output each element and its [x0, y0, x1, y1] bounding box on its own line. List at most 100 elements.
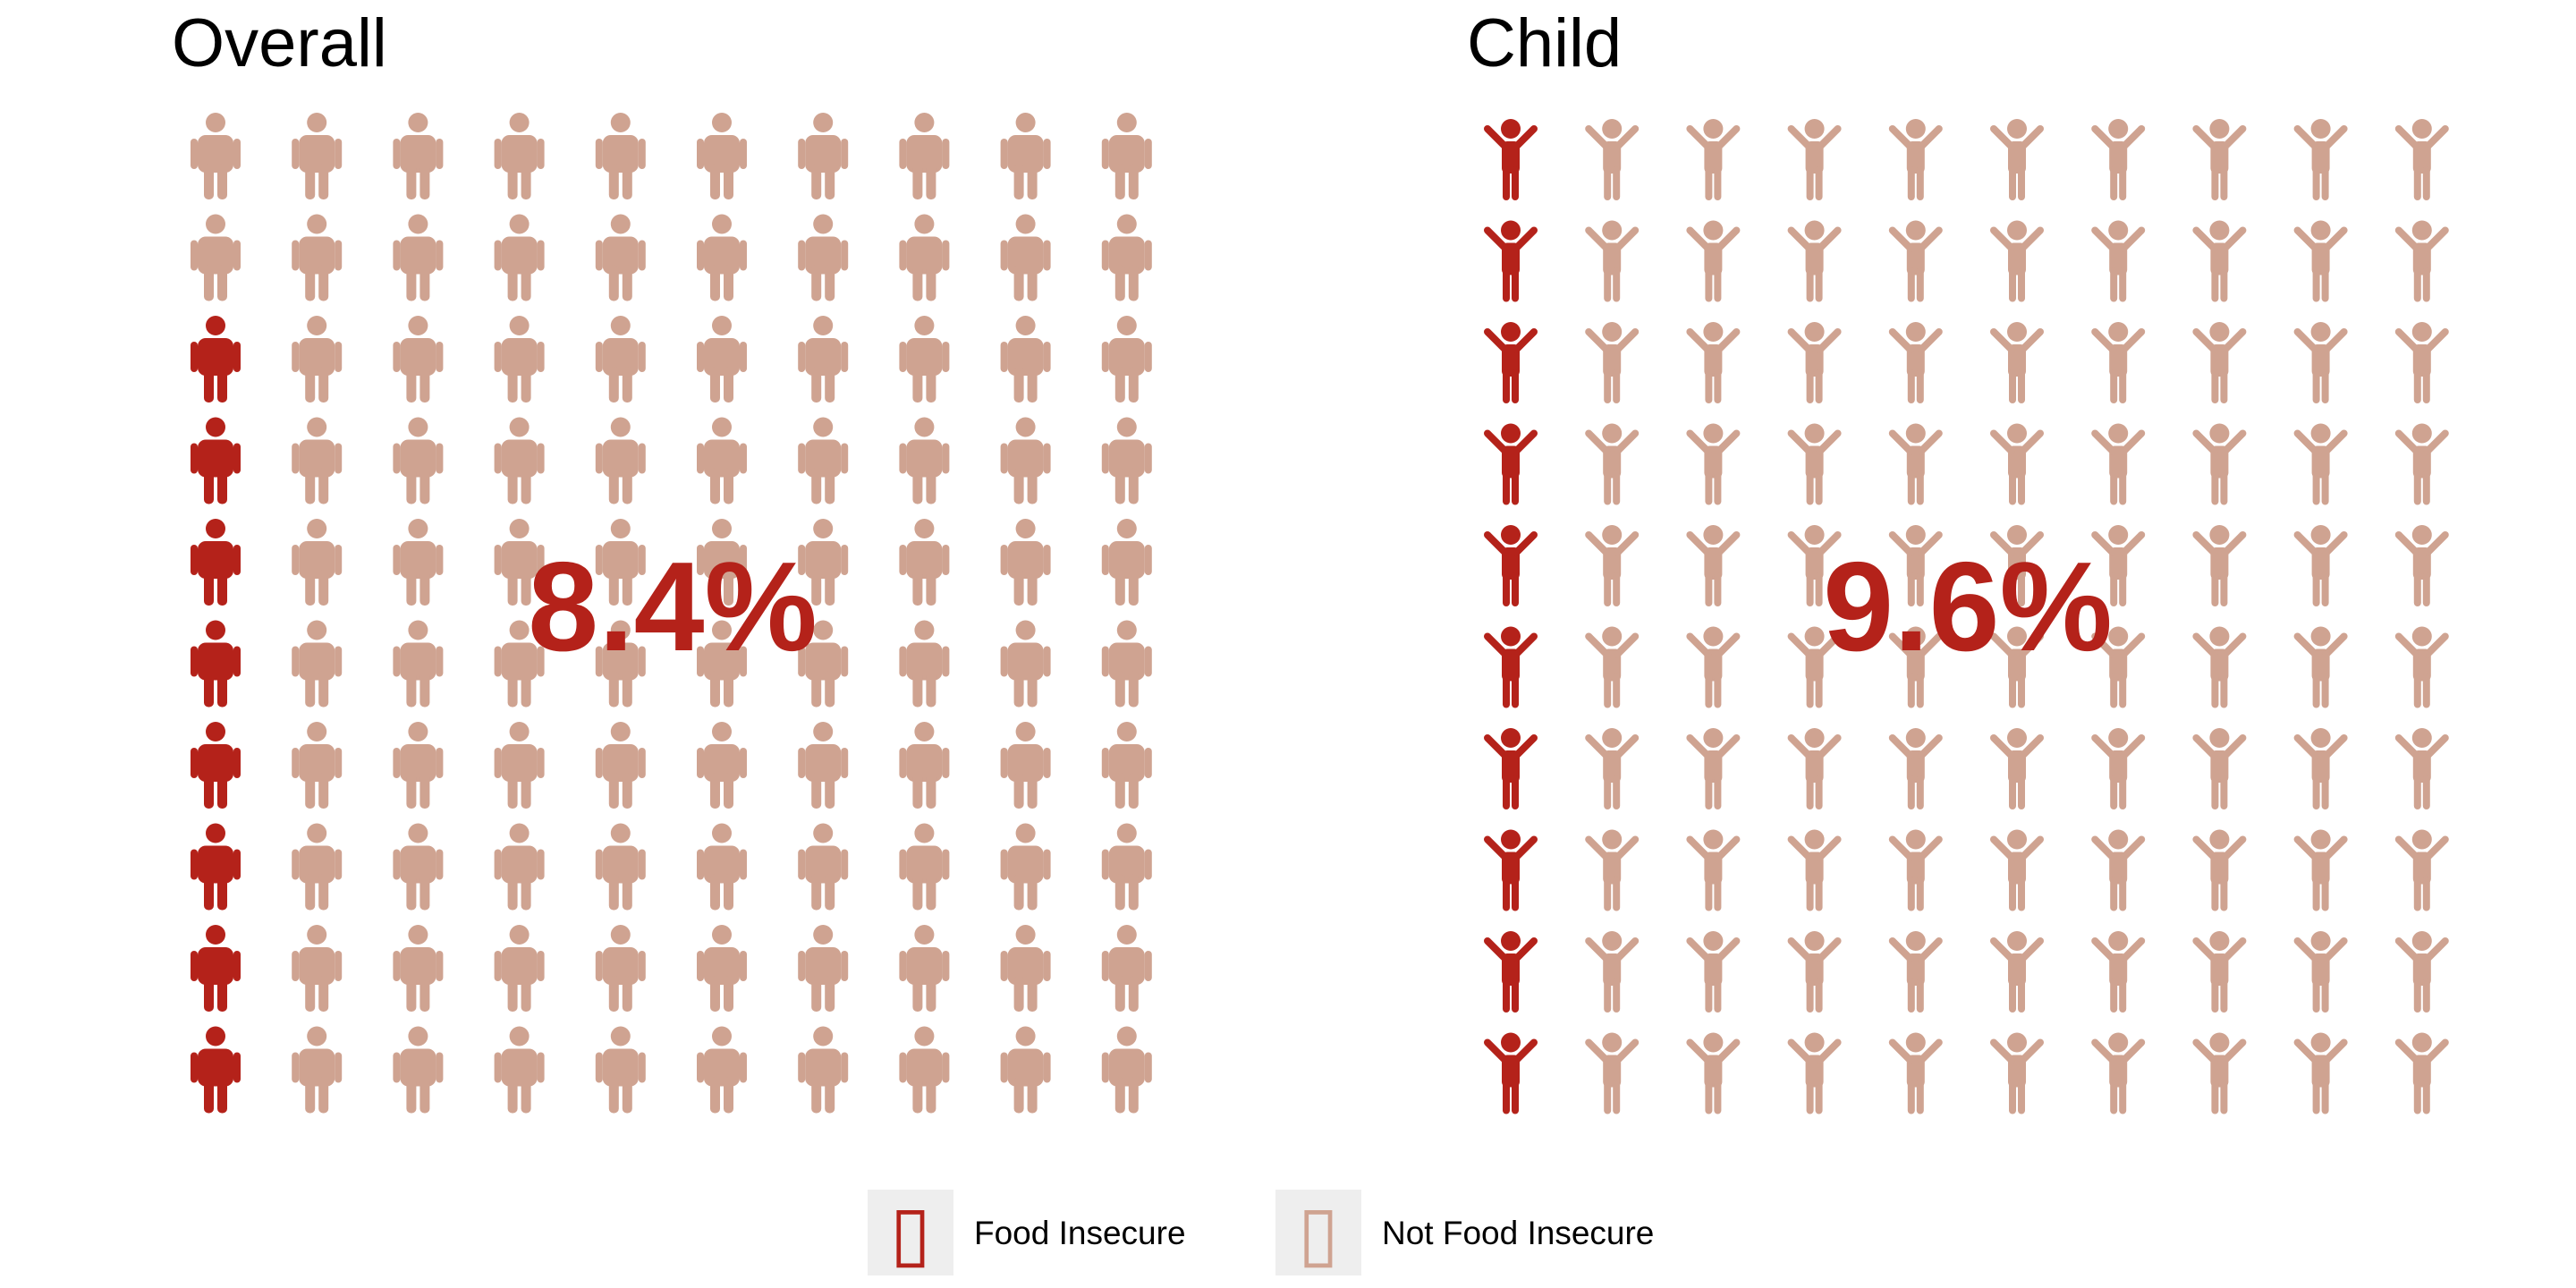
- adult-person-icon: [393, 113, 444, 199]
- panel-child: Child 9.6%: [1467, 5, 2449, 1114]
- adult-person-icon: [697, 316, 747, 402]
- adult-person-icon: [798, 925, 849, 1012]
- child-person-icon-highlighted: [1484, 829, 1538, 911]
- adult-person-icon: [595, 519, 646, 606]
- child-person-icon: [1787, 829, 1842, 911]
- adult-person-icon: [899, 519, 950, 606]
- adult-person-icon: [1000, 722, 1051, 809]
- adult-person-icon: [292, 519, 343, 606]
- legend-glyph-not-food-insecure: ▯: [1298, 1189, 1339, 1276]
- child-person-icon: [2192, 931, 2247, 1013]
- child-person-icon: [1585, 525, 1640, 606]
- child-person-icon: [1585, 119, 1640, 200]
- child-person-icon: [1585, 1032, 1640, 1114]
- child-person-icon: [1686, 525, 1741, 606]
- adult-person-icon: [191, 214, 241, 301]
- adult-person-icon: [899, 823, 950, 911]
- child-person-icon: [1888, 626, 1943, 708]
- child-person-icon: [2091, 1032, 2146, 1114]
- adult-person-icon: [494, 316, 545, 402]
- adult-person-icon: [1000, 214, 1051, 301]
- adult-person-icon: [1101, 113, 1152, 199]
- adult-person-icon-highlighted: [191, 316, 241, 402]
- child-person-icon: [1585, 626, 1640, 708]
- child-person-icon: [1686, 728, 1741, 809]
- child-person-icon: [2293, 423, 2348, 505]
- child-person-icon: [2293, 626, 2348, 708]
- adult-person-icon: [697, 823, 747, 911]
- child-person-icon: [2091, 525, 2146, 606]
- child-person-icon: [2192, 525, 2247, 606]
- adult-person-icon: [899, 417, 950, 504]
- child-person-icon: [1585, 423, 1640, 505]
- adult-person-icon: [595, 417, 646, 504]
- legend-label-not-food-insecure: Not Food Insecure: [1382, 1215, 1654, 1251]
- child-person-icon: [2192, 119, 2247, 200]
- legend-item-not-food-insecure: ▯ Not Food Insecure: [1275, 1189, 1654, 1276]
- adult-person-icon: [1101, 316, 1152, 402]
- adult-person-icon: [697, 1026, 747, 1114]
- adult-person-icon: [191, 113, 241, 199]
- child-person-icon: [2293, 728, 2348, 809]
- adult-person-icon: [798, 214, 849, 301]
- child-person-icon: [1990, 1032, 2044, 1114]
- adult-person-icon: [595, 316, 646, 402]
- legend: ▯ Food Insecure ▯ Not Food Insecure: [868, 1189, 1654, 1276]
- adult-person-icon: [393, 925, 444, 1012]
- adult-person-icon: [798, 722, 849, 809]
- child-person-icon: [2192, 626, 2247, 708]
- panel-overall: Overall 8.4%: [172, 5, 1152, 1114]
- child-person-icon: [1686, 829, 1741, 911]
- adult-person-icon: [899, 1026, 950, 1114]
- adult-person-icon: [595, 214, 646, 301]
- adult-person-icon: [798, 113, 849, 199]
- adult-person-icon: [595, 113, 646, 199]
- child-person-icon: [1990, 931, 2044, 1013]
- adult-person-icon: [595, 620, 646, 708]
- child-person-icon: [1888, 829, 1943, 911]
- child-person-icon: [1787, 931, 1842, 1013]
- adult-person-icon: [1000, 519, 1051, 606]
- child-person-icon-highlighted: [1484, 1032, 1538, 1114]
- child-person-icon: [1888, 322, 1943, 403]
- child-person-icon: [1686, 1032, 1741, 1114]
- adult-person-icon: [1000, 113, 1051, 199]
- child-person-icon: [2293, 1032, 2348, 1114]
- child-person-icon: [2293, 525, 2348, 606]
- adult-person-icon: [595, 925, 646, 1012]
- child-person-icon: [1888, 525, 1943, 606]
- adult-person-icon: [899, 620, 950, 708]
- adult-person-icon: [697, 113, 747, 199]
- legend-glyph-food-insecure: ▯: [890, 1189, 931, 1276]
- child-person-icon: [1686, 423, 1741, 505]
- child-person-icon-highlighted: [1484, 931, 1538, 1013]
- child-person-icon-highlighted: [1484, 220, 1538, 302]
- adult-person-icon: [697, 417, 747, 504]
- adult-person-icon: [899, 925, 950, 1012]
- adult-person-icon: [697, 925, 747, 1012]
- adult-person-icon: [697, 519, 747, 606]
- child-person-icon: [2394, 626, 2449, 708]
- adult-person-icon: [595, 823, 646, 911]
- child-person-icon: [1686, 931, 1741, 1013]
- child-person-icon: [2192, 829, 2247, 911]
- child-person-icon: [1686, 322, 1741, 403]
- child-person-icon: [2394, 119, 2449, 200]
- child-person-icon: [2394, 1032, 2449, 1114]
- icon-grid-child: [1484, 119, 2449, 1114]
- adult-person-icon: [899, 113, 950, 199]
- percent-label-child: 9.6%: [1823, 536, 2113, 678]
- adult-person-icon: [697, 620, 747, 708]
- adult-person-icon: [292, 417, 343, 504]
- percent-label-overall: 8.4%: [528, 536, 818, 678]
- child-person-icon: [1585, 728, 1640, 809]
- child-person-icon: [2091, 423, 2146, 505]
- child-person-icon-highlighted: [1484, 728, 1538, 809]
- adult-person-icon: [798, 620, 849, 708]
- child-person-icon: [1990, 728, 2044, 809]
- adult-person-icon: [393, 519, 444, 606]
- adult-person-icon: [1101, 620, 1152, 708]
- adult-person-icon: [1101, 417, 1152, 504]
- child-person-icon: [2192, 220, 2247, 302]
- child-person-icon: [1585, 931, 1640, 1013]
